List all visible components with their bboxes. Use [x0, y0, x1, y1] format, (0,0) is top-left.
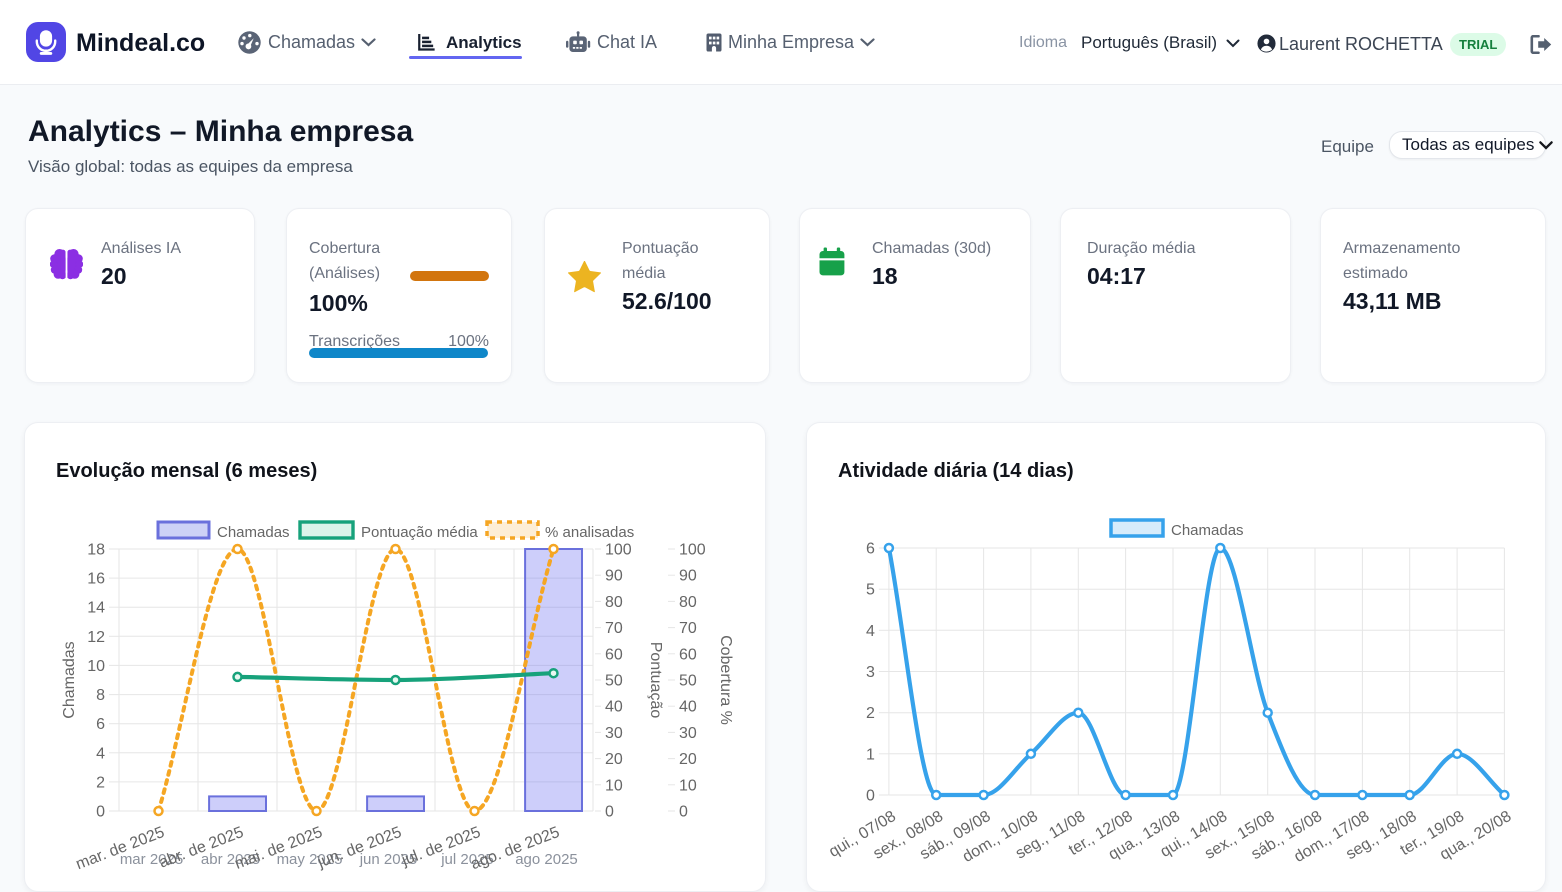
svg-text:5: 5	[866, 582, 875, 599]
svg-text:Cobertura %: Cobertura %	[717, 635, 734, 725]
svg-text:80: 80	[605, 594, 623, 611]
svg-text:Chamadas: Chamadas	[217, 524, 290, 541]
svg-text:60: 60	[605, 646, 623, 663]
svg-text:1: 1	[866, 746, 875, 763]
svg-text:20: 20	[605, 751, 623, 768]
svg-text:4: 4	[96, 745, 105, 762]
svg-text:4: 4	[866, 623, 875, 640]
svg-text:Pontuação: Pontuação	[647, 642, 664, 719]
svg-text:10: 10	[87, 658, 105, 675]
svg-text:90: 90	[605, 568, 623, 585]
svg-text:40: 40	[679, 699, 697, 716]
svg-text:10: 10	[679, 777, 697, 794]
svg-text:50: 50	[679, 673, 697, 690]
svg-text:100: 100	[679, 542, 706, 559]
svg-text:0: 0	[679, 804, 688, 821]
svg-text:6: 6	[96, 716, 105, 733]
svg-text:60: 60	[679, 646, 697, 663]
svg-text:8: 8	[96, 687, 105, 704]
svg-text:18: 18	[87, 542, 105, 559]
svg-text:40: 40	[605, 699, 623, 716]
svg-text:Pontuação média: Pontuação média	[361, 524, 478, 541]
svg-text:0: 0	[866, 788, 875, 805]
svg-text:3: 3	[866, 664, 875, 681]
svg-text:0: 0	[96, 804, 105, 821]
svg-text:0: 0	[605, 804, 614, 821]
svg-text:2: 2	[866, 705, 875, 722]
svg-text:jul 2025: jul 2025	[440, 851, 494, 868]
svg-text:50: 50	[605, 673, 623, 690]
svg-text:10: 10	[605, 777, 623, 794]
svg-text:ago 2025: ago 2025	[515, 851, 578, 868]
svg-text:may 2025: may 2025	[277, 851, 343, 868]
svg-text:80: 80	[679, 594, 697, 611]
svg-text:14: 14	[87, 600, 105, 617]
svg-text:90: 90	[679, 568, 697, 585]
svg-text:Chamadas: Chamadas	[61, 641, 78, 718]
svg-text:abr 2025: abr 2025	[201, 851, 260, 868]
svg-text:20: 20	[679, 751, 697, 768]
svg-text:2: 2	[96, 774, 105, 791]
svg-text:% analisadas: % analisadas	[545, 524, 634, 541]
svg-text:jun 2025: jun 2025	[359, 851, 418, 868]
svg-text:12: 12	[87, 629, 105, 646]
svg-text:70: 70	[679, 620, 697, 637]
svg-text:30: 30	[679, 725, 697, 742]
svg-text:100: 100	[605, 542, 632, 559]
svg-text:6: 6	[866, 541, 875, 558]
svg-text:Chamadas: Chamadas	[1171, 522, 1244, 539]
svg-text:16: 16	[87, 571, 105, 588]
svg-text:30: 30	[605, 725, 623, 742]
svg-text:mar 2025: mar 2025	[120, 851, 183, 868]
svg-text:70: 70	[605, 620, 623, 637]
